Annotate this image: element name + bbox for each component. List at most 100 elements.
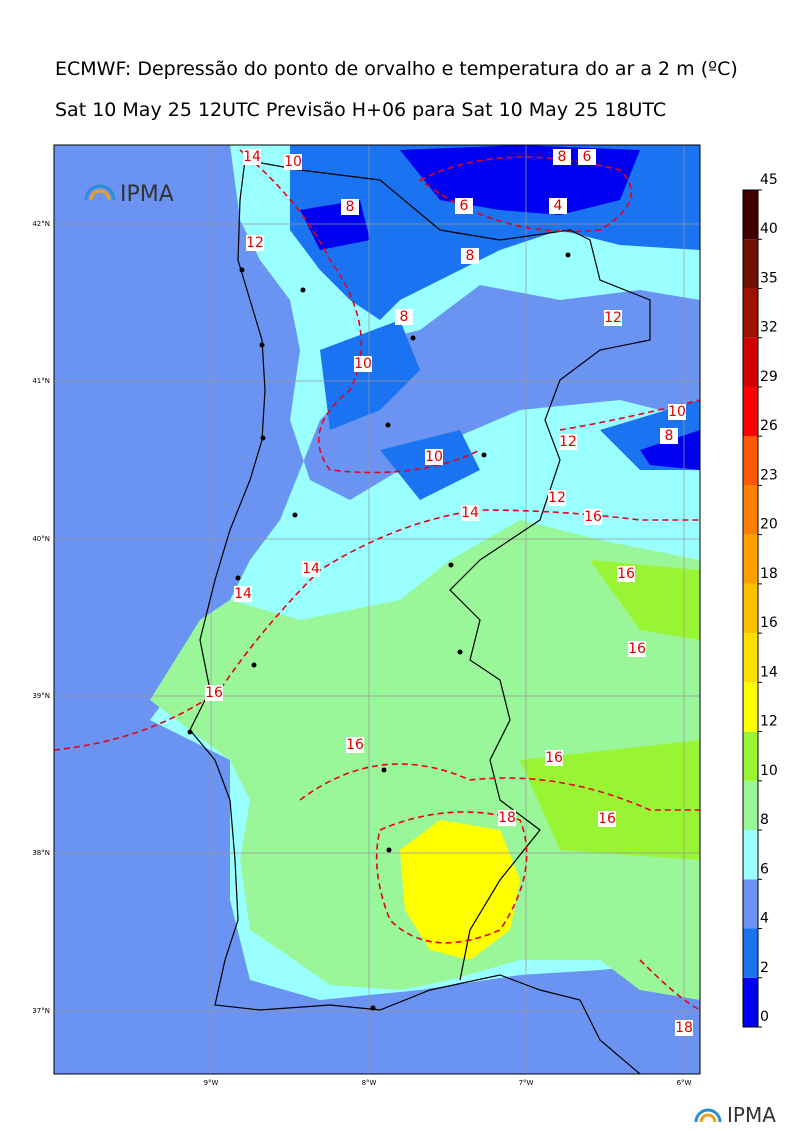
colorbar-tick-label: 45 bbox=[760, 172, 778, 188]
contour-label: 14 bbox=[243, 149, 261, 165]
colorbar-segment bbox=[743, 288, 758, 338]
subtitle: Sat 10 May 25 12UTC Previsão H+06 para S… bbox=[55, 99, 666, 121]
colorbar-tick-label: 23 bbox=[760, 467, 778, 483]
footer-logo-text: IPMA bbox=[727, 1103, 776, 1127]
contour-label-bg bbox=[246, 235, 264, 251]
contour-label-bg bbox=[548, 490, 566, 506]
field-yellow bbox=[400, 820, 520, 960]
contour-label-bg bbox=[284, 154, 302, 170]
colorbar-tick-label: 6 bbox=[760, 861, 769, 877]
contour-label-bg bbox=[354, 356, 372, 372]
contour-label: 18 bbox=[675, 1020, 693, 1036]
contour-label-bg bbox=[584, 509, 602, 525]
colorbar-frame bbox=[742, 189, 759, 1028]
contour-label: 16 bbox=[205, 685, 223, 701]
contour-label-bg bbox=[243, 149, 261, 165]
contour-label-bg bbox=[545, 750, 563, 766]
contour-label-bg bbox=[549, 198, 567, 214]
colorbar-tick-label: 12 bbox=[760, 714, 778, 730]
colorbar-tick-label: 40 bbox=[760, 221, 778, 237]
colorbar-tick-label: 2 bbox=[760, 960, 769, 976]
colorbar-segment bbox=[743, 485, 758, 535]
colorbar-segment bbox=[743, 780, 758, 831]
contour-label: 14 bbox=[302, 561, 320, 577]
contour-label-bg bbox=[302, 561, 320, 577]
contour bbox=[239, 149, 481, 474]
contour-label: 10 bbox=[284, 154, 302, 170]
colorbar-segment bbox=[743, 682, 758, 732]
colorbar-tick-label: 32 bbox=[760, 320, 778, 336]
colorbar-tick-label: 0 bbox=[760, 1009, 769, 1025]
contour-label-bg bbox=[628, 641, 646, 657]
latitude-label: 39°N bbox=[32, 692, 50, 700]
longitude-label: 6°W bbox=[677, 1079, 692, 1087]
colorbar-segment bbox=[743, 239, 758, 289]
contour bbox=[54, 509, 700, 751]
colorbar-tick-label: 10 bbox=[760, 763, 778, 779]
colorbar-tick-label: 29 bbox=[760, 369, 778, 385]
contour-label: 12 bbox=[548, 490, 566, 506]
logo-text: IPMA bbox=[120, 182, 174, 207]
contour bbox=[375, 811, 528, 944]
colorbar-tick-label: 26 bbox=[760, 418, 778, 434]
contour bbox=[299, 763, 700, 811]
contour-label: 6 bbox=[460, 198, 469, 214]
colorbar-segment bbox=[743, 583, 758, 634]
colorbar-tick-label: 20 bbox=[760, 517, 778, 533]
contour-label-bg bbox=[341, 199, 359, 215]
contour-label: 16 bbox=[545, 750, 563, 766]
contour-label: 12 bbox=[246, 235, 264, 251]
map-frame bbox=[53, 144, 701, 1075]
colorbar-tick-label: 16 bbox=[760, 615, 778, 631]
contour-label: 8 bbox=[346, 199, 355, 215]
longitude-label: 7°W bbox=[519, 1079, 534, 1087]
contour-label: 10 bbox=[668, 404, 686, 420]
colorbar-tick-label: 8 bbox=[760, 812, 769, 828]
latitude-label: 42°N bbox=[32, 220, 50, 228]
contour-label: 6 bbox=[583, 149, 592, 165]
latitude-label: 40°N bbox=[32, 535, 50, 543]
colorbar-tick-label: 14 bbox=[760, 664, 778, 680]
map-area bbox=[54, 145, 700, 1074]
contour-label: 10 bbox=[354, 356, 372, 372]
contour-label-bg bbox=[498, 810, 516, 826]
contour-label-bg bbox=[425, 449, 443, 465]
contour-label: 16 bbox=[346, 737, 364, 753]
colorbar-tick-label: 35 bbox=[760, 270, 778, 286]
field-green bbox=[150, 520, 700, 1000]
contour-label: 14 bbox=[461, 505, 479, 521]
colorbar-segment bbox=[743, 879, 758, 929]
coastline bbox=[189, 159, 641, 1074]
colorbar-segment bbox=[743, 830, 758, 880]
contour-label: 12 bbox=[604, 310, 622, 326]
contour-label: 12 bbox=[559, 434, 577, 450]
contour-label-bg bbox=[668, 404, 686, 420]
cities bbox=[187, 252, 571, 1011]
contour-label: 8 bbox=[665, 428, 674, 444]
colorbar-segment bbox=[743, 386, 758, 437]
colorbar-tick-label: 4 bbox=[760, 911, 769, 927]
contour-label: 18 bbox=[498, 810, 516, 826]
graticule bbox=[54, 145, 700, 1074]
contour-label-bg bbox=[461, 248, 479, 264]
latitude-label: 37°N bbox=[32, 1007, 50, 1015]
contour-label-bg bbox=[675, 1020, 693, 1036]
contour-label: 16 bbox=[584, 509, 602, 525]
contour-label-bg bbox=[205, 685, 223, 701]
logo: IPMA bbox=[84, 182, 174, 207]
contour-label-bg bbox=[553, 149, 571, 165]
contour-label: 16 bbox=[617, 566, 635, 582]
contour-label-bg bbox=[455, 198, 473, 214]
contour bbox=[639, 959, 700, 1011]
contour-label: 8 bbox=[400, 309, 409, 325]
contour-label-bg bbox=[578, 149, 596, 165]
contour-label-bg bbox=[234, 586, 252, 602]
longitude-label: 9°W bbox=[204, 1079, 219, 1087]
contour-label: 8 bbox=[558, 149, 567, 165]
title: ECMWF: Depressão do ponto de orvalho e t… bbox=[55, 58, 738, 80]
colorbar-segment bbox=[743, 977, 758, 1027]
colorbar-segment bbox=[743, 534, 758, 584]
latitude-label: 41°N bbox=[32, 377, 50, 385]
